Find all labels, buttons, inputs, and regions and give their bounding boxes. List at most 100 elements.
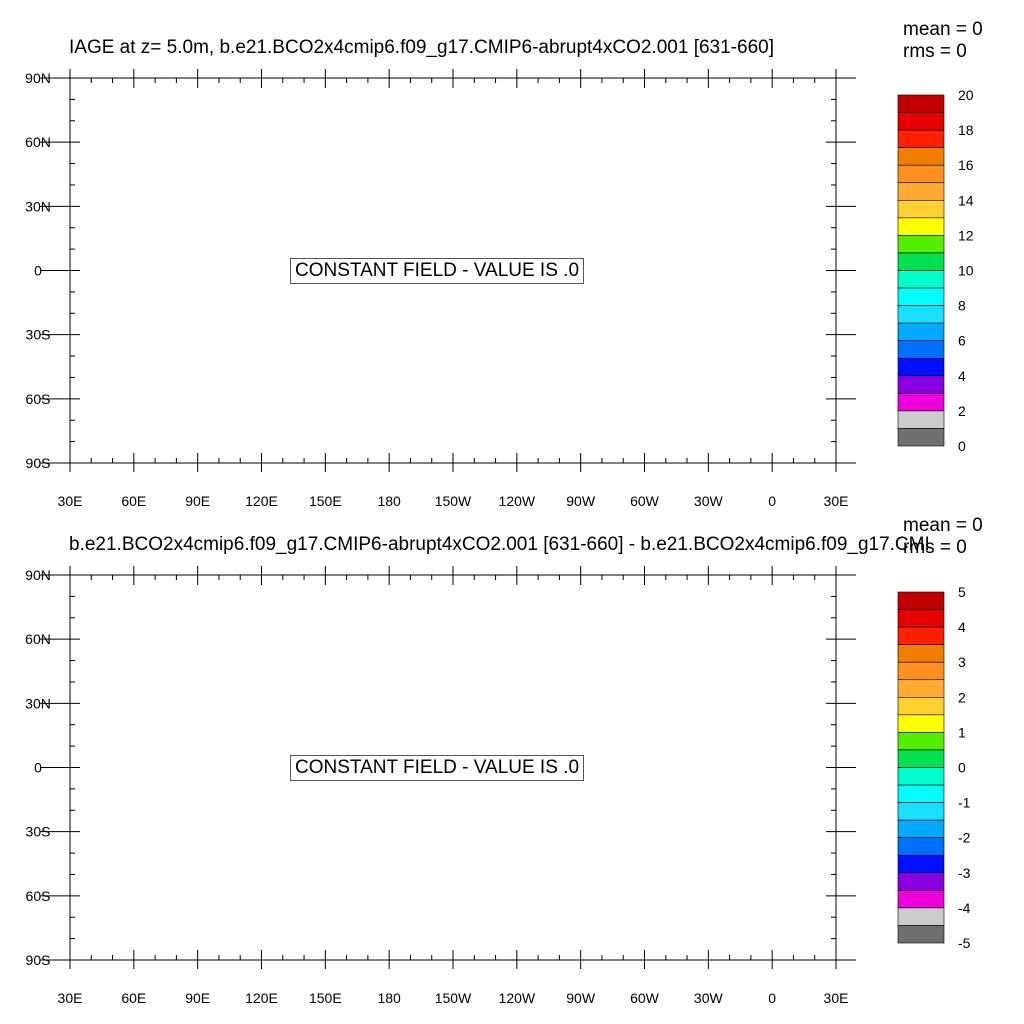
- colorbar-box: [897, 872, 945, 891]
- colorbar-box: [897, 129, 945, 148]
- colorbar-label: -3: [958, 865, 971, 881]
- colorbar-box: [897, 270, 945, 289]
- colorbar-label: 0: [958, 760, 966, 776]
- x-tick-label: 120E: [245, 493, 278, 509]
- x-tick-label: 60W: [630, 493, 660, 509]
- colorbar-box: [897, 217, 945, 236]
- colorbar-label: 16: [958, 157, 974, 173]
- y-tick-label: 90S: [26, 952, 51, 968]
- colorbar-box: [897, 357, 945, 377]
- x-tick-label: 120W: [499, 493, 536, 509]
- x-tick-label: 90W: [566, 493, 596, 509]
- stats-box: mean = 0 rms = 0: [903, 19, 983, 63]
- colorbar-box: [897, 732, 945, 751]
- colorbar-box: [897, 749, 945, 768]
- x-tick-label: 120E: [245, 990, 278, 1006]
- colorbar-label: -4: [958, 900, 971, 916]
- plot-title: b.e21.BCO2x4cmip6.f09_g17.CMIP6-abrupt4x…: [69, 534, 930, 555]
- colorbar-box: [897, 305, 945, 324]
- x-tick-label: 90W: [566, 990, 596, 1006]
- colorbar-label: 4: [958, 619, 966, 635]
- y-tick-label: 60N: [25, 631, 51, 647]
- colorbar-box: [897, 609, 945, 628]
- x-tick-label: 150W: [435, 990, 472, 1006]
- constant-field-message: CONSTANT FIELD - VALUE IS .0: [290, 755, 585, 781]
- colorbar-box: [897, 112, 945, 131]
- rms-stat: rms = 0: [903, 41, 967, 62]
- colorbar-label: 12: [958, 227, 974, 243]
- colorbar-label: 0: [958, 438, 966, 454]
- y-tick-label: 90S: [26, 455, 51, 471]
- colorbar-box: [897, 591, 945, 610]
- colorbar-label: 14: [958, 192, 974, 208]
- x-tick-label: 60W: [630, 990, 660, 1006]
- colorbar-box: [897, 890, 945, 909]
- colorbar-box: [897, 287, 945, 306]
- x-tick-label: 60E: [121, 493, 146, 509]
- colorbar-label: -1: [958, 795, 971, 811]
- x-tick-label: 30E: [824, 990, 849, 1006]
- map-plot-svg: 30E 60E 90E 120E 150E 180 150W 120W 90W 60W 30W 0 30…: [25, 69, 974, 509]
- colorbar-label: 20: [958, 87, 974, 103]
- colorbar-label: -5: [958, 935, 971, 951]
- x-tick-label: 90E: [185, 493, 210, 509]
- colorbar-label: 4: [958, 368, 966, 384]
- colorbar-box: [897, 200, 945, 219]
- colorbar-box: [897, 164, 945, 184]
- colorbar-label: 6: [958, 333, 966, 349]
- x-tick-label: 0: [768, 990, 776, 1006]
- colorbar-box: [897, 252, 945, 271]
- colorbar-box: [897, 393, 945, 412]
- plot-panel-iage: 30E 60E 90E 120E 150E 180 150W 120W 90W 60W 30W 0 30…: [25, 19, 983, 509]
- y-tick-label: 30S: [26, 327, 51, 343]
- colorbar-box: [897, 428, 945, 447]
- colorbar-box: [897, 626, 945, 645]
- colorbar-box: [897, 94, 945, 113]
- colorbar-box: [897, 679, 945, 698]
- x-tick-label: 180: [377, 990, 401, 1006]
- colorbar-box: [897, 322, 945, 341]
- y-tick-label: 60S: [26, 888, 51, 904]
- colorbar-box: [897, 661, 945, 681]
- y-tick-label: 60S: [26, 391, 51, 407]
- x-tick-label: 180: [377, 493, 401, 509]
- map-plot-svg: 30E 60E 90E 120E 150E 180 150W 120W 90W 60W 30W 0 30…: [25, 566, 971, 1006]
- colorbar-box: [897, 784, 945, 803]
- y-tick-label: 0: [34, 263, 42, 279]
- x-tick-label: 0: [768, 493, 776, 509]
- colorbar-box: [897, 697, 945, 716]
- colorbar-box: [897, 340, 945, 359]
- x-tick-label: 150E: [309, 990, 342, 1006]
- y-tick-label: 30S: [26, 824, 51, 840]
- plot-panel-difference: 30E 60E 90E 120E 150E 180 150W 120W 90W 60W 30W 0 30…: [0, 497, 1024, 1009]
- colorbar-box: [897, 854, 945, 874]
- x-tick-label: 30W: [694, 493, 724, 509]
- colorbar-box: [897, 819, 945, 838]
- colorbar-box: [897, 837, 945, 856]
- colorbar-box: [897, 644, 945, 663]
- colorbar-box: [897, 235, 945, 254]
- x-tick-label: 30E: [58, 990, 83, 1006]
- x-tick-label: 30E: [824, 493, 849, 509]
- y-tick-label: 0: [34, 760, 42, 776]
- mean-stat: mean = 0: [903, 19, 983, 40]
- y-tick-label: 90N: [25, 70, 51, 86]
- x-tick-label: 120W: [499, 990, 536, 1006]
- x-tick-label: 60E: [121, 990, 146, 1006]
- colorbar-box: [897, 182, 945, 201]
- rms-stat: rms = 0: [903, 537, 967, 558]
- colorbar-box: [897, 147, 945, 166]
- colorbar-label: 5: [958, 584, 966, 600]
- colorbar-label: 2: [958, 403, 966, 419]
- colorbar-label: -2: [958, 830, 971, 846]
- colorbar-box: [897, 925, 945, 944]
- colorbar-box: [897, 767, 945, 786]
- x-tick-label: 30W: [694, 990, 724, 1006]
- colorbar-box: [897, 714, 945, 733]
- y-tick-label: 30N: [25, 198, 51, 214]
- colorbar-label: 8: [958, 298, 966, 314]
- colorbar-label: 2: [958, 689, 966, 705]
- colorbar-label: 3: [958, 654, 966, 670]
- colorbar-label: 18: [958, 122, 974, 138]
- colorbar-box: [897, 375, 945, 394]
